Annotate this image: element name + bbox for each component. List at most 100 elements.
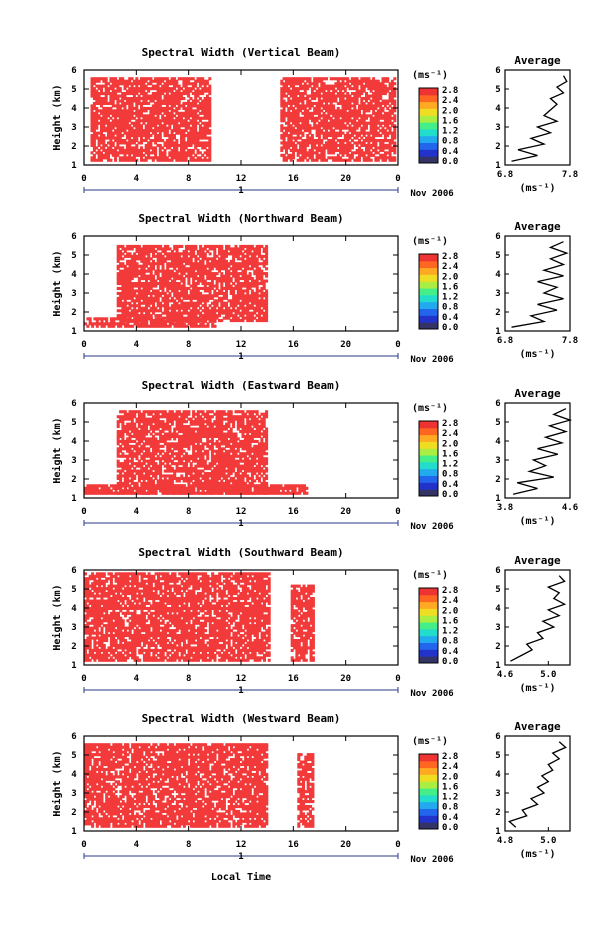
heatmap-cell <box>329 97 333 101</box>
heatmap-cell <box>189 153 193 157</box>
heatmap-cell <box>346 153 350 157</box>
heatmap-cell <box>121 274 125 278</box>
heatmap-cell <box>135 294 139 298</box>
heatmap-cell <box>315 148 319 152</box>
heatmap-cell <box>280 116 284 120</box>
heatmap-cell <box>137 99 141 103</box>
heatmap-cell <box>102 139 106 143</box>
heatmap-cell <box>390 116 394 120</box>
colorbar-segment <box>419 301 438 309</box>
heatmap-cell <box>282 126 286 130</box>
heatmap-cell <box>303 153 307 157</box>
heatmap-cell <box>182 158 186 162</box>
heatmap-cell <box>118 116 122 120</box>
heatmap-cell <box>170 148 174 152</box>
heatmap-cell <box>282 106 286 110</box>
heatmap-cell <box>208 131 212 135</box>
heatmap-cell <box>374 84 378 88</box>
heatmap-cell <box>208 124 212 128</box>
heatmap-cell <box>310 126 314 130</box>
heatmap-cell <box>189 143 193 147</box>
date-label: Nov 2006 <box>410 355 453 365</box>
heatmap-cell <box>165 101 169 105</box>
heatmap-cell <box>95 84 99 88</box>
heatmap-cell <box>194 153 198 157</box>
day-label: 1 <box>238 352 243 362</box>
heatmap-cell <box>381 121 385 125</box>
heatmap-cell <box>137 244 141 248</box>
heatmap-cell <box>386 139 390 143</box>
heatmap-cell <box>168 89 172 93</box>
heatmap-cell <box>114 109 118 113</box>
heatmap-cell <box>182 153 186 157</box>
heatmap-cell <box>327 143 331 147</box>
heatmap-cell <box>126 252 130 256</box>
heatmap-cell <box>301 106 305 110</box>
heatmap-cell <box>306 126 310 130</box>
heatmap-cell <box>301 156 305 160</box>
heatmap-cell <box>372 82 376 86</box>
heatmap-cell <box>317 131 321 135</box>
heatmap-cell <box>327 126 331 130</box>
heatmap-cell <box>107 82 110 86</box>
heatmap-cell <box>163 126 167 130</box>
heatmap-cell <box>369 153 373 157</box>
heatmap-cell <box>379 92 383 96</box>
heatmap-cell <box>114 139 118 143</box>
heatmap-cell <box>313 84 317 88</box>
heatmap-cell <box>97 94 101 98</box>
heatmap-cell <box>194 97 198 101</box>
heatmap-cell <box>118 126 122 130</box>
heatmap-cell <box>196 121 200 125</box>
heatmap-cell <box>374 89 378 93</box>
heatmap-cell <box>123 151 127 155</box>
heatmap-cell <box>299 106 303 110</box>
heatmap-cell <box>151 151 155 155</box>
heatmap-cell <box>292 129 295 133</box>
heatmap-cell <box>282 82 286 86</box>
heatmap-cell <box>327 114 331 118</box>
heatmap-cell <box>128 304 132 308</box>
heatmap-cell <box>156 84 160 88</box>
heatmap-cell <box>182 97 186 101</box>
heatmap-cell <box>320 84 324 88</box>
heatmap-cell <box>170 136 174 140</box>
heatmap-cell <box>341 121 345 125</box>
heatmap-cell <box>144 129 148 133</box>
heatmap-cell <box>289 124 293 128</box>
heatmap-cell <box>334 109 338 113</box>
heatmap-cell <box>280 111 284 115</box>
heatmap-cell <box>111 151 115 155</box>
heatmap-cell <box>287 134 291 138</box>
heatmap-cell <box>296 126 300 130</box>
heatmap-cell <box>355 109 359 113</box>
heatmap-cell <box>317 104 321 108</box>
heatmap-cell <box>353 104 357 108</box>
heatmap-cell <box>315 134 319 138</box>
heatmap-cell <box>383 146 387 150</box>
heatmap-cell <box>140 77 143 81</box>
heatmap-cell <box>299 84 303 88</box>
heatmap-cell <box>111 84 115 88</box>
heatmap-cell <box>92 158 96 162</box>
heatmap-cell <box>170 97 174 101</box>
heatmap-cell <box>187 101 191 105</box>
heatmap-cell <box>205 111 209 115</box>
heatmap-cell <box>393 156 397 160</box>
heatmap-cell <box>280 124 284 128</box>
heatmap-cell <box>381 84 385 88</box>
heatmap-cell <box>350 151 354 155</box>
heatmap-cell <box>173 114 176 118</box>
heatmap-cell <box>203 111 207 115</box>
heatmap-cell <box>165 87 169 91</box>
heatmap-cell <box>123 264 127 268</box>
heatmap-cell <box>111 101 115 105</box>
heatmap-cell <box>386 77 390 81</box>
heatmap-cell <box>177 153 181 157</box>
heatmap-cell <box>132 136 136 140</box>
heatmap-cell <box>173 82 176 86</box>
heatmap-cell <box>362 158 366 162</box>
heatmap-cell <box>137 319 141 323</box>
heatmap-cell <box>104 87 108 91</box>
heatmap-cell <box>142 153 146 157</box>
